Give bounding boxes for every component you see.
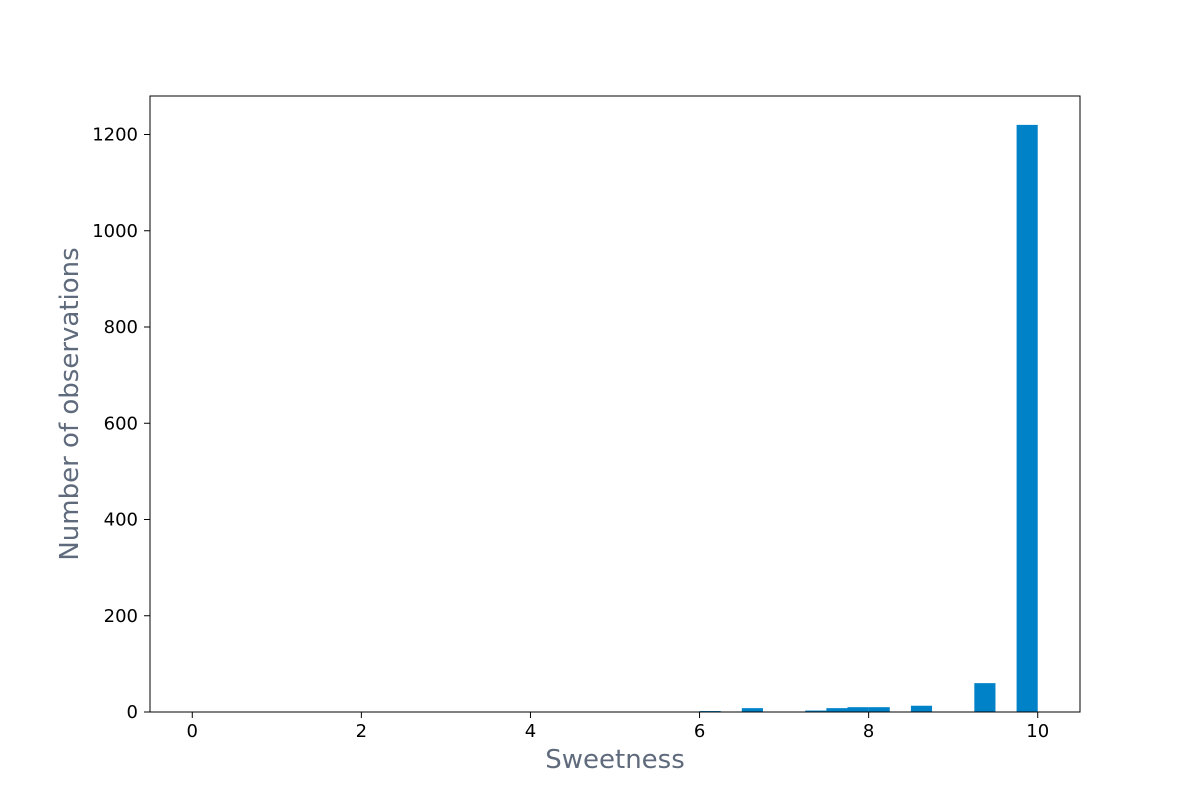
x-tick-label: 2: [356, 721, 367, 742]
x-tick-label: 10: [1026, 721, 1049, 742]
y-axis-title: Number of observations: [55, 247, 85, 560]
bar: [910, 705, 933, 712]
y-tick-label: 400: [104, 510, 138, 531]
y-axis-ticks: 0 200 400 600 800 1000 1200: [92, 125, 150, 723]
x-axis-title: Sweetness: [545, 745, 685, 775]
bar: [868, 707, 890, 712]
bar: [847, 707, 869, 712]
bar: [974, 683, 996, 712]
bar: [826, 708, 848, 712]
y-tick-label: 1200: [92, 125, 138, 146]
x-tick-label: 8: [863, 721, 874, 742]
y-tick-label: 200: [104, 606, 138, 627]
y-tick-label: 600: [104, 413, 138, 434]
x-axis-ticks: 0 2 4 6 8 10: [187, 712, 1049, 742]
y-tick-label: 800: [104, 317, 138, 338]
bar: [805, 710, 827, 712]
y-tick-label: 0: [127, 702, 138, 723]
x-tick-label: 4: [525, 721, 536, 742]
x-tick-label: 0: [187, 721, 198, 742]
plot-area-frame: [149, 95, 1081, 713]
y-tick-label: 1000: [92, 221, 138, 242]
bars-group: [699, 124, 1038, 712]
bar: [741, 708, 763, 712]
x-tick-label: 6: [694, 721, 705, 742]
bar: [1016, 124, 1038, 712]
